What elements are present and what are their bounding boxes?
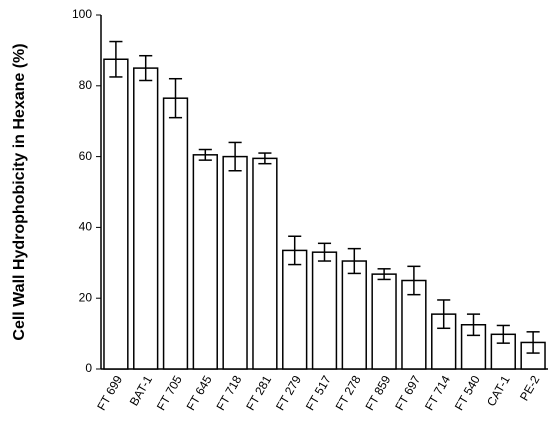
y-tick-label: 20	[79, 290, 93, 304]
error-bar	[228, 141, 242, 172]
y-tick-label: 100	[72, 7, 92, 21]
error-bar	[288, 235, 302, 266]
error-bar	[258, 152, 272, 165]
error-bar	[198, 148, 212, 161]
error-bar	[466, 313, 481, 337]
error-bar	[347, 247, 361, 275]
y-tick-label: 80	[79, 78, 93, 92]
x-tick-label: FT 697	[392, 373, 423, 413]
error-bar	[377, 268, 391, 281]
x-tick-label: FT 279	[273, 373, 304, 413]
error-bar	[139, 54, 153, 82]
bar	[133, 67, 159, 370]
x-tick-label: FT 278	[333, 373, 364, 413]
error-bar	[109, 40, 123, 78]
error-bar	[496, 324, 510, 344]
x-tick-label: CAT-1	[484, 373, 513, 409]
bar	[371, 273, 397, 370]
bar	[103, 58, 129, 370]
error-bar	[317, 242, 332, 262]
error-bar	[407, 265, 421, 296]
x-tick-label: FT 281	[243, 373, 274, 413]
x-tick-label: FT 540	[452, 373, 483, 413]
error-bar	[526, 331, 540, 354]
x-tick-label: FT 517	[303, 373, 334, 413]
x-tick-label: FT 645	[184, 373, 215, 413]
error-bar	[168, 77, 183, 119]
x-tick-label: FT 705	[154, 373, 185, 413]
y-tick-label: 60	[79, 149, 93, 163]
bar	[252, 157, 278, 370]
bar	[341, 260, 367, 370]
x-tick-label: PE-2	[517, 373, 543, 403]
x-tick-label: FT 699	[94, 373, 125, 413]
bar	[162, 97, 189, 370]
y-axis-title: Cell Wall Hydrophobicity in Hexane (%)	[11, 43, 28, 340]
y-tick-label: 40	[79, 220, 93, 234]
x-tick-label: BAT-1	[127, 373, 156, 408]
error-bar	[437, 299, 451, 330]
bar	[282, 249, 308, 370]
bar	[311, 251, 338, 370]
bar	[222, 155, 248, 370]
x-tick-label: FT 859	[362, 373, 393, 413]
bar	[192, 154, 218, 370]
x-tick-label: FT 718	[213, 373, 244, 413]
x-tick-label: FT 714	[422, 373, 453, 413]
y-tick-label: 0	[85, 361, 92, 375]
